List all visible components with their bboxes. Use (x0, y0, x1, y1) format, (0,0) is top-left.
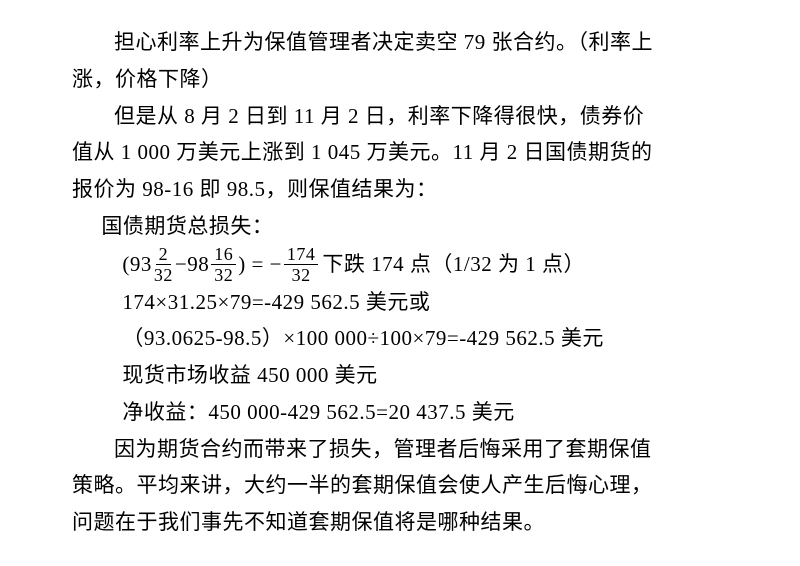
document-page: 担心利率上升为保值管理者决定卖空 79 张合约。（利率上 涨，价格下降） 但是从… (0, 0, 800, 541)
calc-line-2: （93.0625-98.5）×100 000÷100×79=-429 562.5… (72, 320, 728, 357)
para-9-line-2: 策略。平均来讲，大约一半的套期保值会使人产生后悔心理， (72, 467, 728, 504)
formula-frac-3: 174 32 (284, 245, 319, 284)
formula-line: ( 93 2 32 − 98 16 32 ) = − 174 32 下跌 174… (122, 245, 728, 284)
para-9-line-1: 因为期货合约而带来了损失，管理者后悔采用了套期保值 (72, 431, 728, 468)
para-2-line-3: 报价为 98-16 即 98.5，则保值结果为： (72, 171, 728, 208)
para-2-line-2: 值从 1 000 万美元上涨到 1 045 万美元。11 月 2 日国债期货的 (72, 134, 728, 171)
para-9-line-3: 问题在于我们事先不知道套期保值将是哪种结果。 (72, 504, 728, 541)
calc-line-3: 现货市场收益 450 000 美元 (72, 357, 728, 394)
frac-3-den: 32 (292, 265, 311, 284)
frac-1-num: 2 (156, 245, 172, 265)
formula-tail: 下跌 174 点（1/32 为 1 点） (322, 246, 585, 283)
formula-minus: − (175, 246, 187, 283)
line-loss-header: 国债期货总损失： (72, 208, 728, 245)
para-1-line-2: 涨，价格下降） (72, 61, 728, 98)
formula-whole-1: 93 (130, 246, 152, 283)
formula-frac-2: 16 32 (211, 245, 236, 284)
para-2-line-1: 但是从 8 月 2 日到 11 月 2 日，利率下降得很快，债券价 (72, 98, 728, 135)
frac-2-den: 32 (214, 265, 233, 284)
frac-3-num: 174 (284, 245, 319, 265)
frac-2-num: 16 (211, 245, 236, 265)
calc-line-4: 净收益：450 000-429 562.5=20 437.5 美元 (72, 394, 728, 431)
frac-1-den: 32 (154, 265, 173, 284)
formula-rp-eq: ) = − (238, 246, 282, 283)
para-1-line-1: 担心利率上升为保值管理者决定卖空 79 张合约。（利率上 (72, 24, 728, 61)
calc-line-1: 174×31.25×79=-429 562.5 美元或 (72, 284, 728, 321)
formula-lparen: ( (122, 246, 130, 283)
formula-whole-2: 98 (187, 246, 209, 283)
formula-frac-1: 2 32 (154, 245, 173, 284)
